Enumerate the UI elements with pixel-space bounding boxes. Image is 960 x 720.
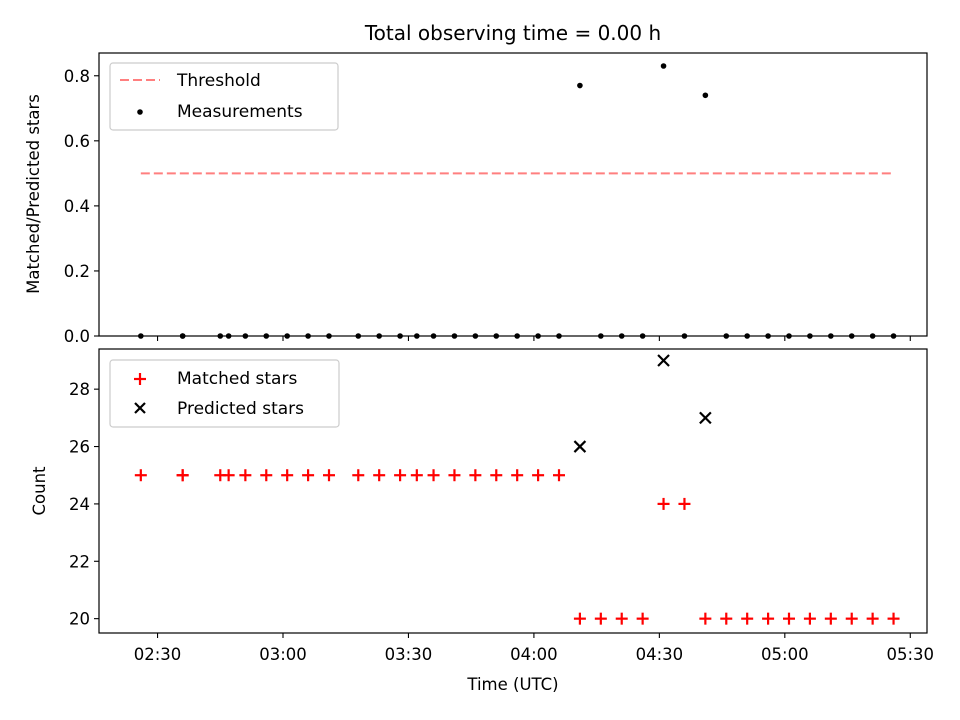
chart-title: Total observing time = 0.00 h — [364, 21, 661, 45]
bottom-panel: 20 22 24 26 28 02:30 03:00 03:30 04:00 04:30 05:0… — [30, 348, 934, 694]
matched-star-point — [553, 469, 565, 482]
matched-star-point — [490, 469, 503, 482]
matched-star-point — [394, 469, 407, 482]
matched-star-point — [427, 469, 440, 482]
x-tick-label: 04:00 — [510, 645, 558, 664]
bottom-y-tick-label: 26 — [69, 438, 90, 457]
matched-star-point — [783, 612, 795, 625]
bottom-y-ticks: 20 22 24 26 28 — [69, 380, 99, 629]
matched-star-point — [532, 469, 545, 482]
matched-star-point — [239, 469, 252, 482]
matched-star-point — [887, 612, 900, 625]
matched-star-point — [636, 612, 649, 625]
bottom-legend: Matched stars Predicted stars — [109, 359, 340, 428]
x-tick-label: 03:30 — [385, 645, 433, 664]
bottom-y-tick-label: 20 — [69, 610, 90, 629]
top-y-tick-label: 0.2 — [64, 262, 90, 281]
x-tick-label: 02:30 — [134, 645, 182, 664]
matched-star-point — [615, 612, 628, 625]
top-y-ticks: 0.0 0.2 0.4 0.6 0.8 — [64, 67, 99, 346]
matched-star-point — [281, 469, 294, 482]
measurement-point — [702, 92, 709, 99]
matched-star-point — [410, 469, 423, 482]
matched-star-point — [720, 612, 733, 625]
matched-star-point — [260, 469, 273, 482]
bottom-y-tick-label: 28 — [69, 380, 90, 399]
predicted-star-point — [573, 440, 587, 453]
matched-star-point — [866, 612, 879, 625]
matched-star-point — [222, 469, 235, 482]
matched-star-point — [134, 469, 147, 482]
top-plot-frame — [98, 52, 928, 337]
predicted-star-point — [657, 354, 670, 367]
bottom-series — [134, 354, 900, 625]
legend-predicted-label: Predicted stars — [177, 399, 304, 419]
bottom-legend-box — [109, 359, 340, 428]
legend-predicted-swatch — [134, 402, 146, 414]
measurement-point — [577, 82, 583, 89]
matched-star-point — [511, 469, 524, 482]
matched-star-point — [699, 612, 712, 625]
matched-star-point — [573, 612, 586, 625]
x-tick-label: 05:30 — [886, 645, 934, 664]
measurement-point — [660, 63, 667, 69]
x-tick-label: 04:30 — [636, 645, 684, 664]
legend-threshold-label: Threshold — [176, 71, 261, 91]
top-y-tick-label: 0.6 — [64, 132, 90, 151]
predicted-star-point — [699, 411, 712, 425]
bottom-plot-frame — [98, 348, 928, 634]
matched-star-point — [845, 612, 858, 625]
matched-star-point — [373, 469, 386, 482]
matched-star-point — [448, 469, 461, 482]
top-y-tick-label: 0.0 — [64, 327, 90, 346]
matched-star-point — [302, 469, 315, 482]
x-axis-label: Time (UTC) — [466, 675, 558, 694]
matched-star-point — [678, 497, 691, 510]
bottom-y-tick-label: 24 — [69, 495, 90, 514]
matched-star-point — [176, 469, 189, 482]
top-y-tick-label: 0.4 — [64, 197, 90, 216]
top-legend: Threshold Measurements — [109, 62, 339, 131]
top-series — [138, 63, 897, 339]
matched-star-point — [323, 469, 335, 482]
bottom-y-axis-label: Count — [30, 466, 49, 516]
matched-star-point — [469, 469, 482, 482]
legend-matched-swatch — [134, 373, 146, 385]
x-tick-label: 03:00 — [259, 645, 307, 664]
top-x-ticks — [156, 336, 911, 341]
legend-measurements-swatch — [137, 109, 143, 115]
legend-measurements-label: Measurements — [177, 102, 303, 122]
matched-star-point — [762, 612, 775, 625]
matched-star-point — [741, 612, 754, 625]
top-y-axis-label: Matched/Predicted stars — [24, 94, 43, 294]
matched-star-point — [803, 612, 816, 625]
x-tick-label: 05:00 — [761, 645, 809, 664]
bottom-x-ticks: 02:30 03:00 03:30 04:00 04:30 05:00 05:30 — [134, 633, 934, 664]
legend-matched-label: Matched stars — [177, 369, 297, 389]
matched-star-point — [594, 612, 607, 625]
top-y-tick-label: 0.8 — [64, 67, 90, 86]
top-panel: 0.00.20.40.60.8 Matched/Predicted stars … — [24, 52, 928, 346]
matched-star-point — [352, 469, 365, 482]
matched-star-point — [824, 612, 837, 625]
matched-star-point — [657, 497, 670, 510]
bottom-y-tick-label: 22 — [69, 552, 90, 571]
top-legend-box — [109, 62, 339, 131]
